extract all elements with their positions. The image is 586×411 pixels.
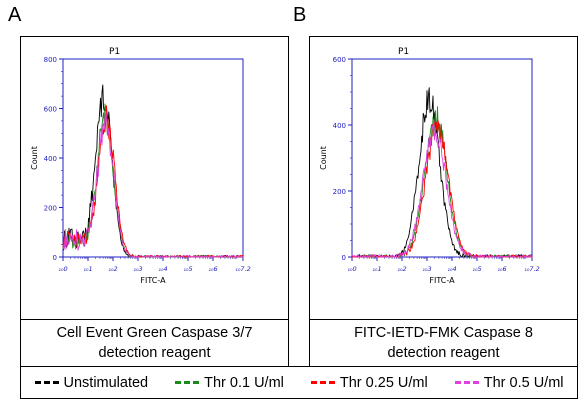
x-tick-label: ₁₀5 xyxy=(472,265,481,273)
series-line-unstimulated xyxy=(62,84,243,258)
x-tick-label: ₁₀4 xyxy=(447,265,456,273)
x-tick-label: ₁₀2 xyxy=(108,265,117,273)
chart-title: P1 xyxy=(398,47,409,57)
legend-item-unstimulated: Unstimulated xyxy=(34,374,149,391)
y-tick-label: 200 xyxy=(44,205,57,213)
series-line-thr-0-25-u-ml xyxy=(351,119,533,258)
panel-b-caption: FITC-IETD-FMK Caspase 8 detection reagen… xyxy=(309,319,578,367)
y-tick-label: 0 xyxy=(53,254,57,262)
panel-b-caption-line1: FITC-IETD-FMK Caspase 8 xyxy=(354,325,533,341)
x-tick-label: ₁₀0 xyxy=(347,265,356,273)
x-tick-label: ₁₀7.2 xyxy=(235,265,251,273)
x-tick-label: ₁₀3 xyxy=(422,265,431,273)
legend-label: Thr 0.1 U/ml xyxy=(204,374,284,391)
panel-b-histogram: P1 0 200 400 600 ₁₀0 ₁₀1 ₁₀2 ₁₀3 ₁₀4 ₁₀5 ₁₀6 ₁₀7.2 FI… xyxy=(319,47,540,285)
panel-b-letter: B xyxy=(293,4,307,26)
legend: Unstimulated Thr 0.1 U/ml Thr 0.25 U/ml … xyxy=(20,366,578,399)
legend-swatch-unstimulated xyxy=(34,381,59,384)
panel-a-letter: A xyxy=(8,4,22,26)
legend-label: Unstimulated xyxy=(63,374,149,391)
y-tick-label: 400 xyxy=(333,122,346,130)
x-axis-label: FITC-A xyxy=(140,276,166,285)
y-axis-label: Count xyxy=(30,146,39,170)
x-tick-label: ₁₀7.2 xyxy=(524,265,540,273)
legend-item-thr-0-1: Thr 0.1 U/ml xyxy=(175,375,284,391)
legend-label: Thr 0.5 U/ml xyxy=(483,374,564,391)
panel-a-caption-line2: detection reagent xyxy=(98,345,211,361)
series-line-unstimulated xyxy=(351,87,532,258)
legend-label: Thr 0.25 U/ml xyxy=(339,374,428,391)
panel-a-plot-box: P1 0 200 400 600 800 ₁₀0 ₁₀1 ₁₀2 ₁₀3 ₁₀4 ₁₀5 ₁₀6 ₁₀7.… xyxy=(20,36,289,320)
panel-b-plot-box: P1 0 200 400 600 ₁₀0 ₁₀1 ₁₀2 ₁₀3 ₁₀4 ₁₀5 ₁₀6 ₁₀7.2 FI… xyxy=(309,36,578,320)
panel-b-caption-line2: detection reagent xyxy=(387,345,500,361)
y-tick-label: 400 xyxy=(44,155,57,163)
x-tick-label: ₁₀5 xyxy=(183,265,192,273)
y-tick-label: 0 xyxy=(342,254,346,262)
x-axis-label: FITC-A xyxy=(429,276,455,285)
x-tick-label: ₁₀1 xyxy=(83,265,92,273)
x-tick-label: ₁₀0 xyxy=(58,265,67,273)
legend-item-thr-0-25: Thr 0.25 U/ml xyxy=(310,374,428,391)
x-tick-label: ₁₀6 xyxy=(497,265,506,273)
x-tick-label: ₁₀1 xyxy=(372,265,381,273)
series-line-thr-0-5-u-ml xyxy=(351,119,532,258)
x-tick-label: ₁₀6 xyxy=(208,265,217,273)
x-tick-label: ₁₀3 xyxy=(133,265,142,273)
chart-title: P1 xyxy=(109,47,120,57)
legend-swatch-thr-0-25 xyxy=(310,381,335,384)
series-line-thr-0-1-u-ml xyxy=(62,103,244,258)
panel-a-histogram: P1 0 200 400 600 800 ₁₀0 ₁₀1 ₁₀2 ₁₀3 ₁₀4 ₁₀5 ₁₀6 ₁₀7.… xyxy=(30,47,251,285)
legend-swatch-thr-0-5 xyxy=(454,381,479,384)
y-tick-label: 600 xyxy=(333,56,346,64)
y-tick-label: 800 xyxy=(44,56,57,64)
x-tick-label: ₁₀4 xyxy=(158,265,167,273)
series-line-thr-0-25-u-ml xyxy=(62,105,244,258)
y-tick-label: 600 xyxy=(44,106,57,114)
panel-a-caption: Cell Event Green Caspase 3/7 detection r… xyxy=(20,319,289,367)
y-tick-label: 200 xyxy=(333,188,346,196)
series-line-thr-0-5-u-ml xyxy=(62,110,244,258)
y-axis-label: Count xyxy=(319,146,328,170)
legend-swatch-thr-0-1 xyxy=(175,381,200,384)
legend-item-thr-0-5: Thr 0.5 U/ml xyxy=(454,374,564,391)
panel-a-caption-line1: Cell Event Green Caspase 3/7 xyxy=(56,325,253,341)
x-tick-label: ₁₀2 xyxy=(397,265,406,273)
